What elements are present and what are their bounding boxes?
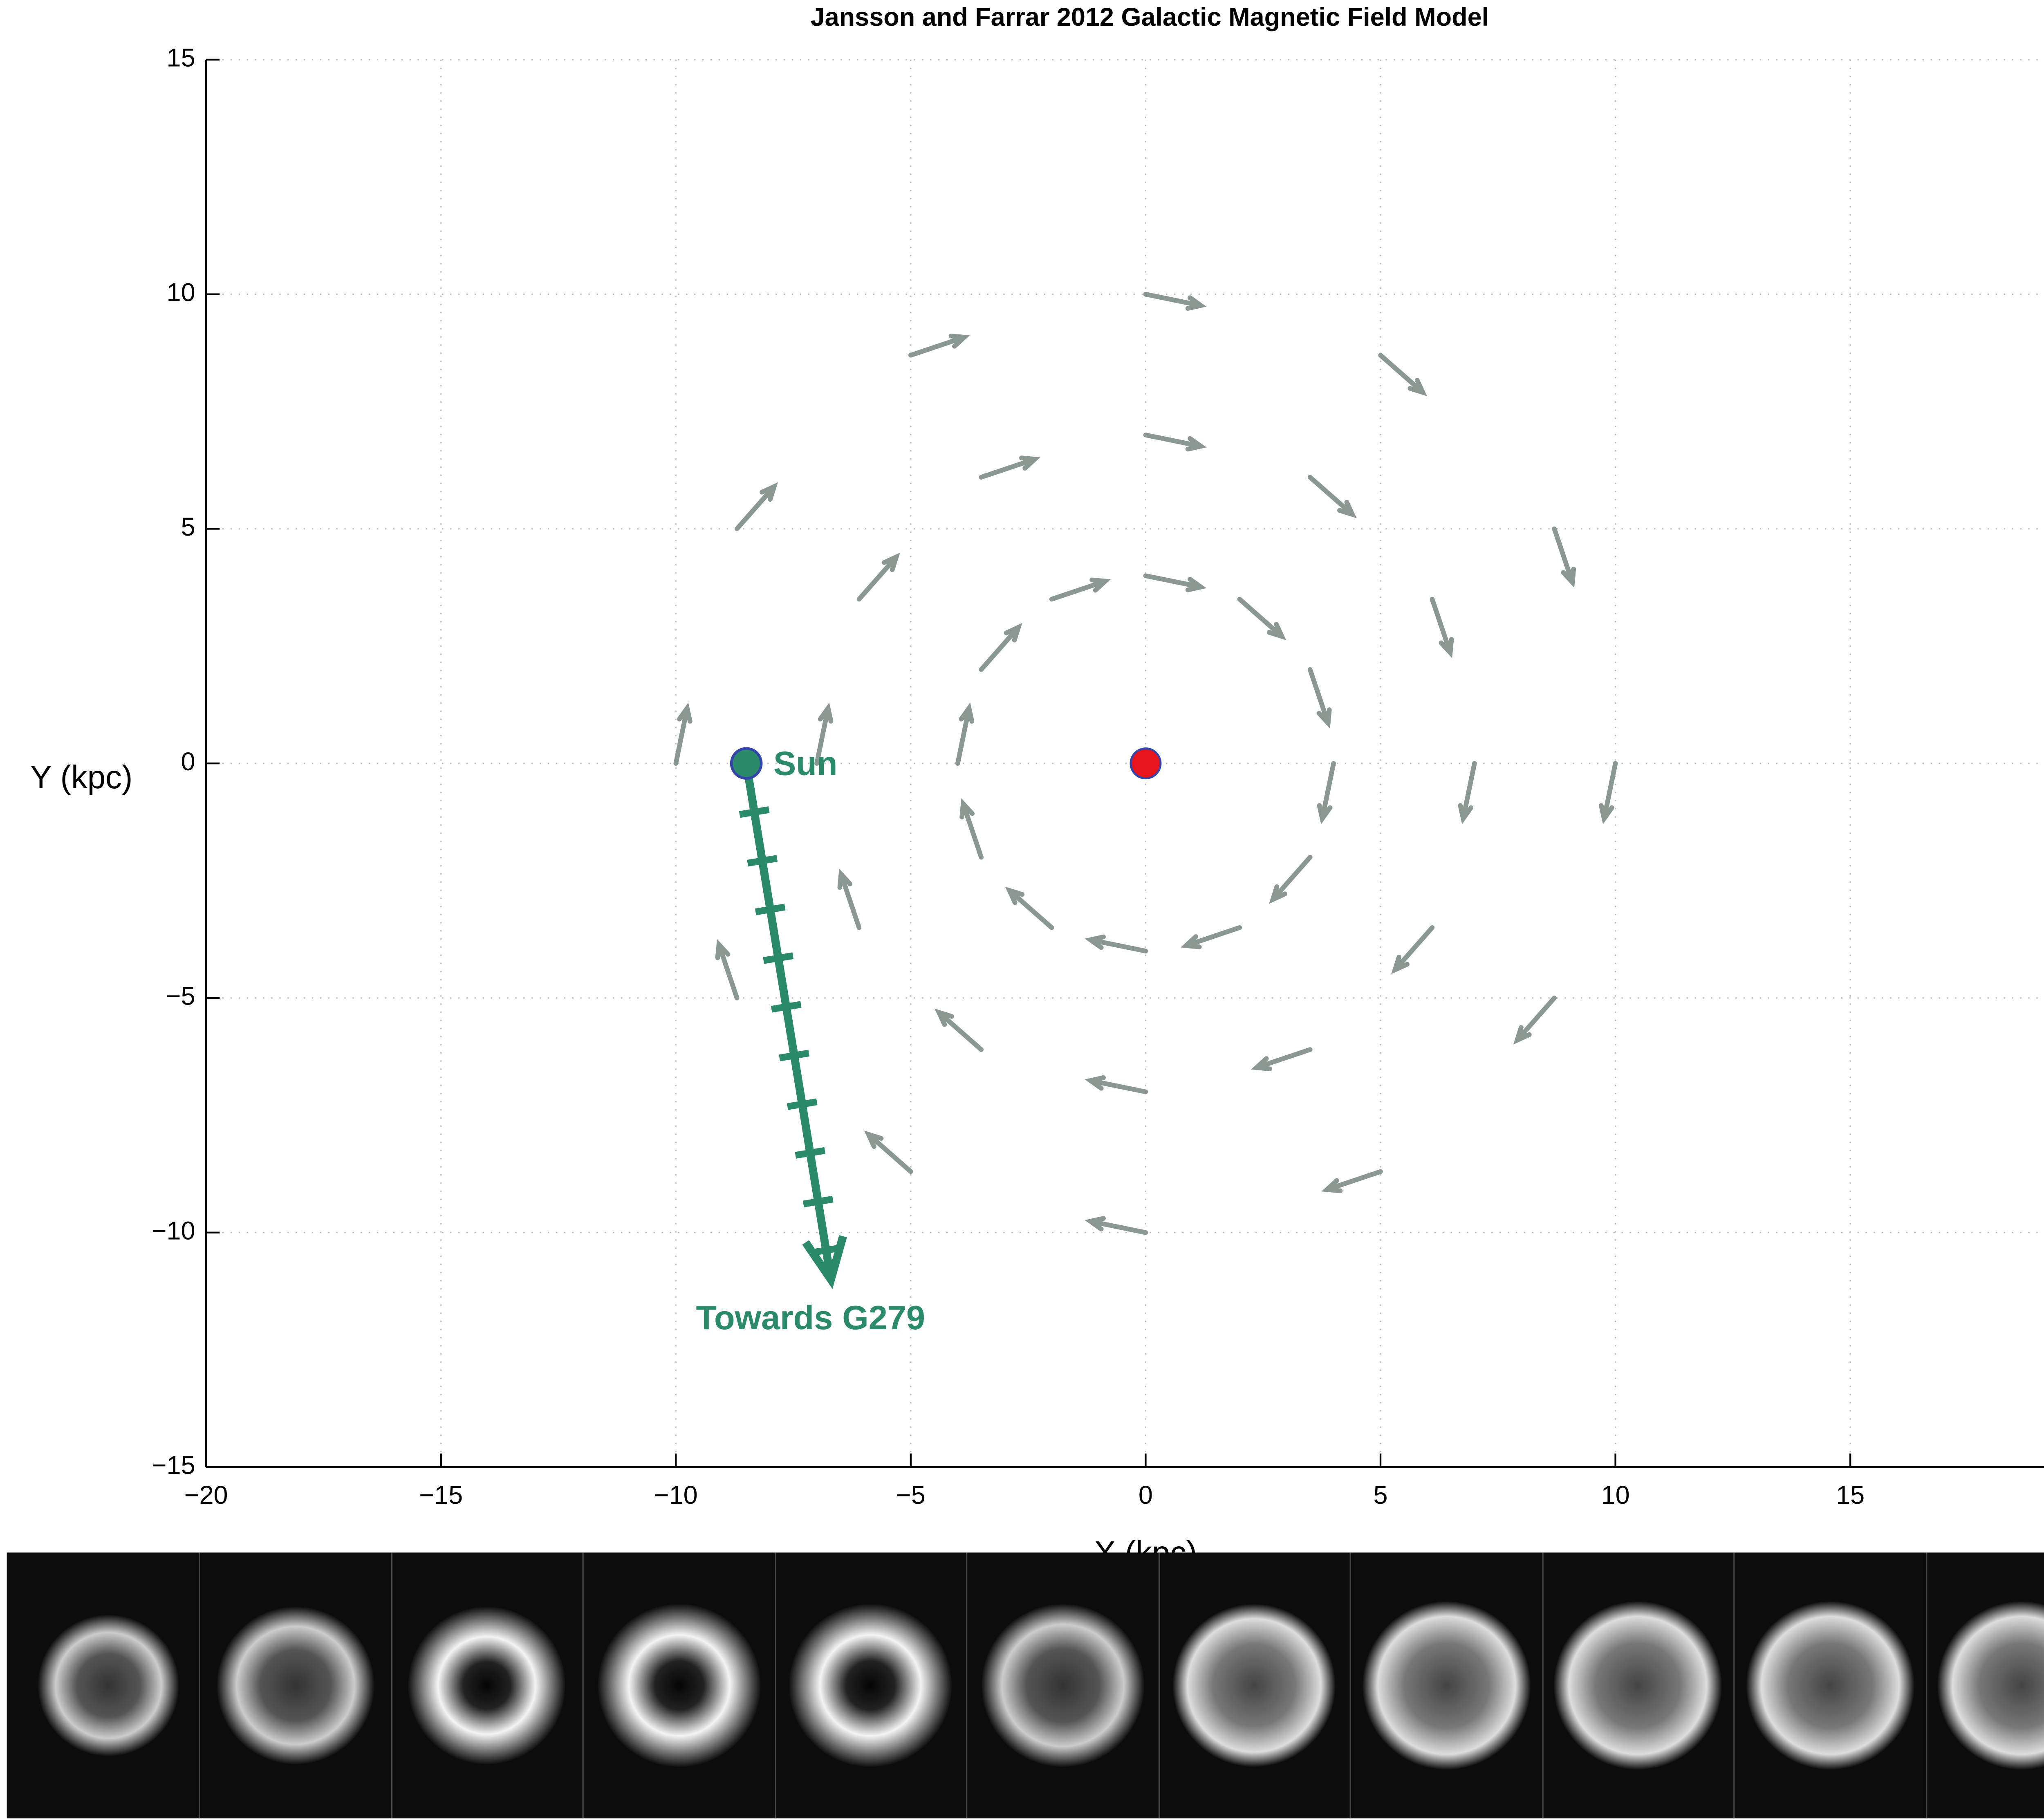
field-arrow	[1237, 597, 1286, 640]
y-tick-label: −5	[166, 982, 195, 1011]
y-tick-label: 5	[181, 513, 195, 541]
field-arrow	[1307, 475, 1357, 518]
center-marker	[1130, 747, 1162, 780]
sightline-tick	[802, 1195, 834, 1207]
field-arrow	[1378, 353, 1428, 397]
sun-marker	[730, 747, 763, 780]
x-tick-label: 5	[1373, 1481, 1387, 1509]
field-arrow	[673, 702, 693, 766]
field-arrow	[1317, 761, 1336, 825]
strip-image	[1937, 1601, 2044, 1770]
field-arrow	[1143, 433, 1207, 452]
field-arrow	[1552, 526, 1576, 588]
sightline-tick	[795, 1147, 826, 1159]
x-tick-label: 15	[1836, 1481, 1865, 1509]
field-arrow	[955, 702, 975, 766]
strip-image	[789, 1604, 952, 1767]
field-arrow	[1430, 597, 1454, 658]
x-tick-label: 0	[1139, 1481, 1153, 1509]
sightline-label: Towards G279	[696, 1299, 925, 1337]
plot-area: −20−15−10−505101520−15−10−5051015Towards…	[152, 44, 2044, 1509]
field-arrow	[1599, 761, 1618, 825]
x-tick-label: −20	[184, 1481, 228, 1509]
strip-image	[1746, 1601, 1914, 1770]
sightline-tick	[747, 855, 778, 867]
sightline-tick	[763, 952, 794, 964]
field-arrow	[1143, 573, 1207, 592]
field-arrow	[1269, 855, 1313, 904]
field-arrow	[1049, 577, 1111, 602]
field-arrow	[1180, 925, 1242, 949]
strip-image	[598, 1604, 761, 1767]
sightline-tick	[739, 806, 770, 818]
field-arrow	[1005, 886, 1054, 930]
sightline-tick	[771, 1001, 802, 1013]
y-tick-label: 0	[181, 747, 195, 776]
field-arrow	[1085, 1216, 1148, 1235]
strip-image	[217, 1606, 374, 1764]
field-arrow	[715, 939, 740, 1000]
chart-title: Jansson and Farrar 2012 Galactic Magneti…	[811, 3, 1489, 31]
field-arrow	[837, 868, 862, 930]
field-arrow	[1251, 1047, 1313, 1072]
field-arrow	[1143, 292, 1207, 311]
strip-image	[38, 1615, 179, 1756]
field-arrow	[1085, 934, 1148, 953]
field-arrow	[979, 455, 1040, 480]
y-axis-label: Y (kpc)	[30, 759, 133, 795]
y-tick-label: −15	[152, 1451, 195, 1480]
sightline-tick	[779, 1050, 810, 1061]
field-arrow	[1513, 996, 1557, 1045]
field-arrow	[935, 1008, 984, 1052]
field-arrow	[864, 1130, 913, 1174]
sun-label: Sun	[773, 745, 838, 783]
field-arrow	[814, 702, 834, 766]
strip-image	[1553, 1601, 1722, 1770]
y-tick-label: −10	[152, 1216, 195, 1245]
field-arrow	[908, 333, 970, 358]
sightline-head	[802, 1235, 847, 1289]
strip-image	[982, 1604, 1145, 1767]
field-arrow	[1307, 667, 1332, 729]
strip-image	[408, 1606, 566, 1764]
x-tick-label: −15	[419, 1481, 463, 1509]
field-arrow	[1391, 925, 1435, 974]
field-arrow	[959, 798, 984, 860]
field-arrow	[1458, 761, 1477, 825]
field-arrow	[1085, 1075, 1148, 1095]
y-tick-label: 10	[167, 278, 195, 307]
field-arrow	[1321, 1169, 1383, 1193]
sightline-tick	[755, 904, 786, 915]
x-tick-label: −5	[896, 1481, 926, 1509]
field-arrow	[734, 482, 778, 532]
y-tick-label: 15	[167, 44, 195, 72]
field-arrow	[979, 623, 1022, 672]
strip-image	[1172, 1604, 1336, 1767]
strip-image	[1363, 1601, 1531, 1770]
sightline	[742, 763, 835, 1280]
x-tick-label: 10	[1601, 1481, 1630, 1509]
field-arrow	[856, 552, 900, 602]
sightline-tick	[787, 1098, 818, 1110]
image-strip	[7, 1552, 2044, 1819]
x-tick-label: −10	[654, 1481, 698, 1509]
